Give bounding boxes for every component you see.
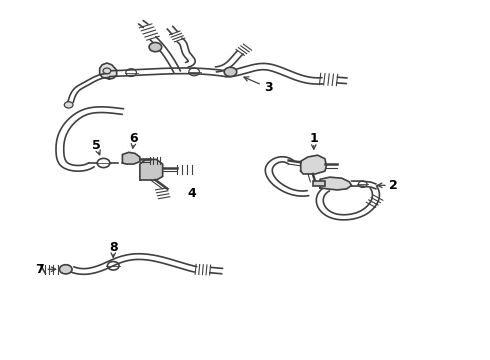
Text: 6: 6 <box>129 132 138 145</box>
Circle shape <box>59 265 72 274</box>
Text: 8: 8 <box>109 241 118 254</box>
Circle shape <box>64 102 73 108</box>
Polygon shape <box>99 63 117 79</box>
Polygon shape <box>301 155 326 174</box>
Text: 2: 2 <box>390 179 398 192</box>
Text: 4: 4 <box>187 187 196 200</box>
Polygon shape <box>320 177 352 190</box>
Bar <box>313 181 325 186</box>
Circle shape <box>224 67 237 77</box>
Text: 1: 1 <box>309 132 318 145</box>
Polygon shape <box>140 159 163 180</box>
Circle shape <box>103 68 111 74</box>
Text: 7: 7 <box>35 263 44 276</box>
Polygon shape <box>122 152 140 164</box>
Circle shape <box>149 42 162 52</box>
Text: 3: 3 <box>264 81 272 94</box>
Text: 5: 5 <box>92 139 100 152</box>
